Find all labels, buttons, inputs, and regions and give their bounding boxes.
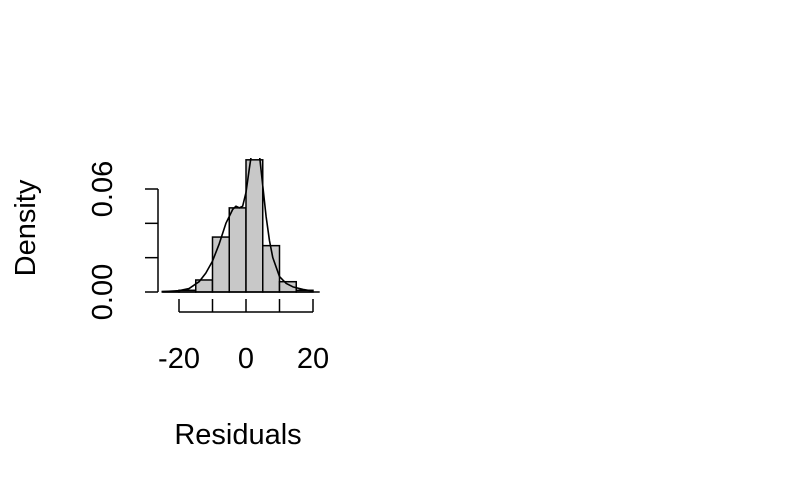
x-tick-label: -20 (158, 343, 200, 375)
y-axis-label: Density (10, 179, 42, 276)
density-curve (162, 158, 314, 293)
x-tick-label: 0 (238, 343, 254, 375)
y-tick-label: 0.06 (87, 161, 119, 217)
x-axis-label: Residuals (174, 419, 301, 451)
histogram-bars (161, 159, 320, 293)
y-axis: 0.00 0.06 (87, 161, 159, 320)
x-tick-label: 20 (297, 343, 329, 375)
density-curve-layer (162, 158, 314, 293)
histogram-bar (228, 207, 247, 293)
x-axis: -20 0 20 (158, 299, 329, 375)
histogram-bar (211, 236, 230, 293)
y-tick-label: 0.00 (87, 264, 119, 320)
